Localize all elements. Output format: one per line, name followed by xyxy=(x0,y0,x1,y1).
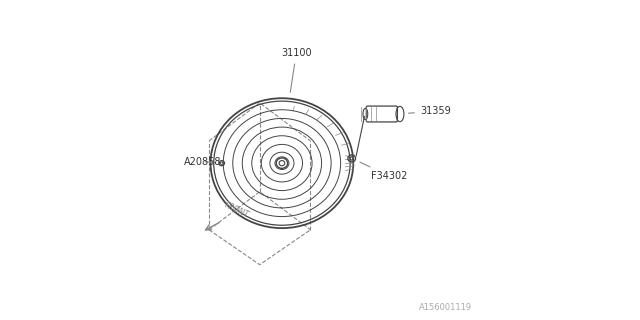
Text: F34302: F34302 xyxy=(360,162,407,181)
Text: A156001119: A156001119 xyxy=(419,303,472,312)
Text: 31359: 31359 xyxy=(408,107,451,116)
Text: 31100: 31100 xyxy=(281,49,312,92)
Text: A20858: A20858 xyxy=(184,156,221,167)
Text: FRONT: FRONT xyxy=(223,200,251,219)
